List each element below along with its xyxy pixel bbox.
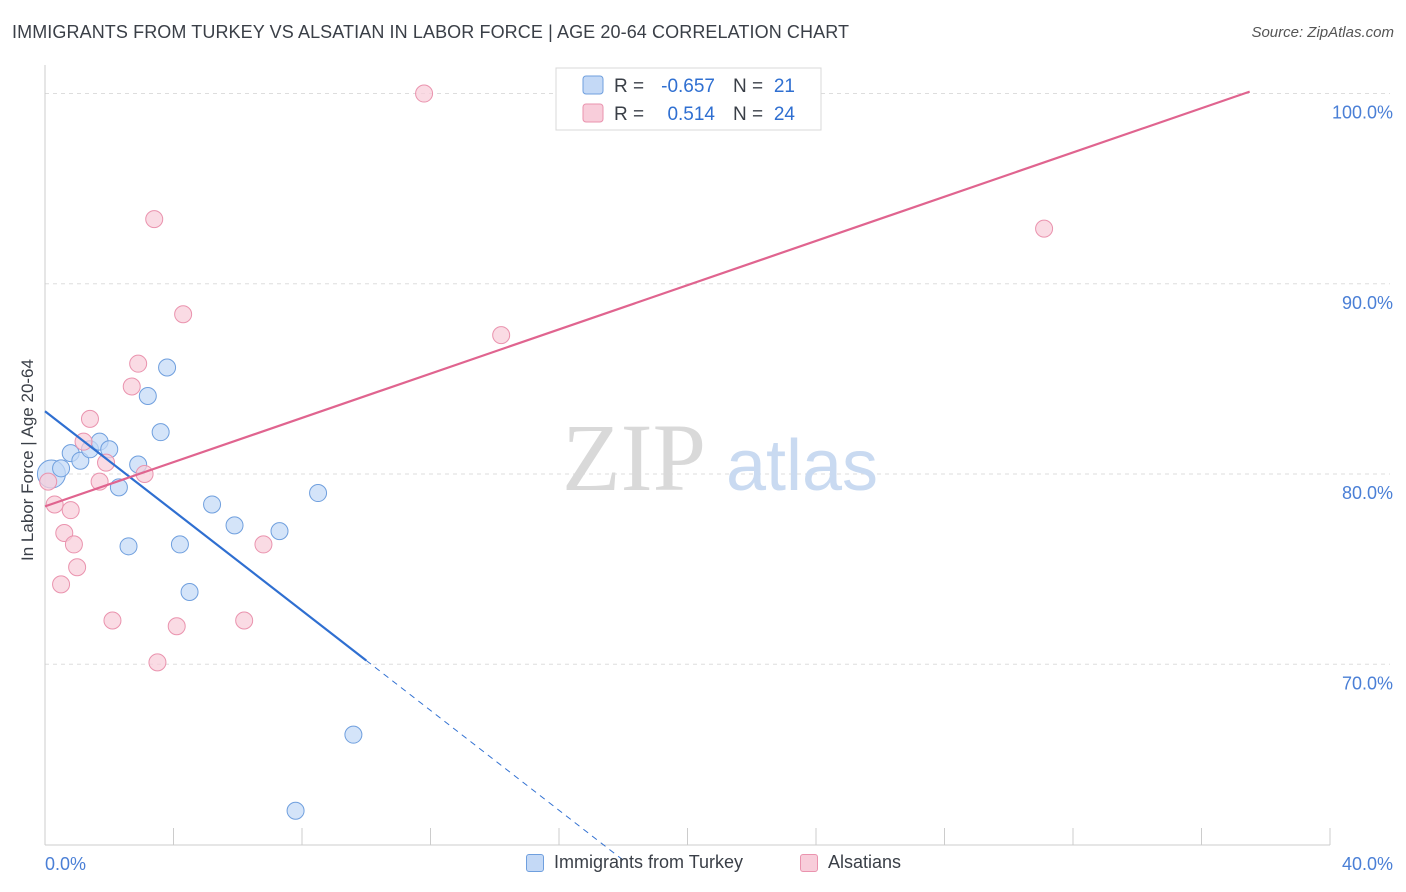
chart-title: IMMIGRANTS FROM TURKEY VS ALSATIAN IN LA… <box>12 22 850 42</box>
gridlines <box>45 93 1390 665</box>
point-turkey <box>286 801 305 820</box>
stats-n-label-pink: N = <box>733 104 763 125</box>
point-turkey <box>151 423 170 442</box>
watermark: ZIP atlas <box>562 404 878 511</box>
stats-n-value-pink: 24 <box>774 104 796 125</box>
point-alsatian <box>167 617 186 636</box>
point-alsatian <box>148 653 167 672</box>
point-alsatian <box>61 501 80 520</box>
legend-swatch-blue <box>526 853 544 872</box>
trend-line-turkey <box>44 410 367 662</box>
watermark-atlas: atlas <box>726 426 878 506</box>
point-alsatian <box>122 377 141 396</box>
point-turkey <box>203 495 222 514</box>
x-tick-label: 40.0% <box>1342 854 1393 874</box>
legend-label-alsatians: Alsatians <box>828 852 902 872</box>
y-tick-label: 100.0% <box>1332 103 1393 123</box>
stats-r-value-blue: -0.657 <box>661 76 715 97</box>
point-turkey <box>158 358 177 377</box>
point-alsatian <box>254 535 273 554</box>
point-turkey <box>270 522 289 541</box>
point-alsatian <box>145 210 164 229</box>
point-turkey <box>225 516 244 535</box>
point-alsatian <box>103 611 122 630</box>
point-turkey <box>52 459 71 478</box>
y-tick-label: 80.0% <box>1342 483 1393 503</box>
point-alsatian <box>45 495 64 514</box>
point-turkey <box>138 387 157 406</box>
stats-r-label-blue: R = <box>614 76 644 97</box>
y-tick-label: 90.0% <box>1342 293 1393 313</box>
point-alsatian <box>129 354 148 373</box>
legend-swatch-pink <box>800 853 818 872</box>
trend-line-turkey-extension <box>365 660 624 861</box>
trend-lines <box>44 90 1251 861</box>
point-alsatian <box>235 611 254 630</box>
stats-n-value-blue: 21 <box>774 76 795 97</box>
watermark-zip: ZIP <box>562 404 706 511</box>
legend-item-immigrants-from-turkey[interactable]: Immigrants from Turkey <box>526 852 743 873</box>
point-alsatian <box>64 535 83 554</box>
point-alsatian <box>492 326 511 345</box>
point-turkey <box>170 535 189 554</box>
point-alsatian <box>174 305 193 324</box>
point-turkey <box>180 582 199 601</box>
point-alsatian <box>68 558 87 577</box>
point-alsatian <box>80 409 99 428</box>
stats-legend-swatch-pink <box>582 103 604 123</box>
legend-label-immigrants-from-turkey: Immigrants from Turkey <box>554 852 744 872</box>
point-alsatian <box>1035 219 1054 238</box>
y-tick-label: 70.0% <box>1342 673 1393 693</box>
point-alsatian <box>39 472 58 491</box>
stats-r-label-pink: R = <box>614 104 644 125</box>
legend-item-alsatians[interactable]: Alsatians <box>800 852 901 873</box>
source-label: Source: ZipAtlas.com <box>1251 24 1394 41</box>
point-alsatian <box>52 575 71 594</box>
stats-legend-swatch-blue <box>582 75 604 95</box>
stats-r-value-pink: 0.514 <box>667 104 715 125</box>
point-turkey <box>344 725 363 744</box>
point-alsatian <box>415 84 434 103</box>
stats-n-label-blue: N = <box>733 76 763 97</box>
data-points <box>36 84 1054 820</box>
trend-line-alsatian <box>44 90 1251 508</box>
x-tick-label: 0.0% <box>45 854 86 874</box>
point-alsatian <box>97 453 116 472</box>
point-turkey <box>119 537 138 556</box>
stats-legend: R = -0.657 N = 21 R = 0.514 N = 24 <box>555 67 822 131</box>
axes: 100.0% 90.0% 80.0% 70.0% 0.0% 40.0% <box>44 65 1393 874</box>
point-turkey <box>309 484 328 503</box>
series-legend: Immigrants from Turkey Alsatians <box>0 852 1406 878</box>
